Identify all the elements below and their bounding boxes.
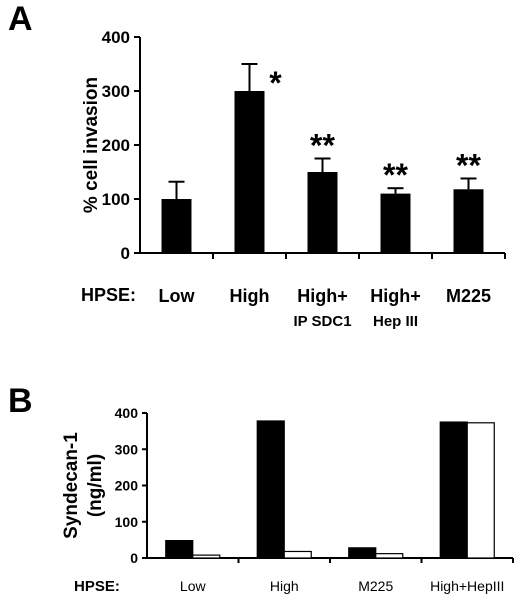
y-axis-label-line1: Syndecan-1 — [61, 432, 82, 539]
bar — [234, 91, 265, 253]
bar — [307, 172, 338, 253]
bar — [256, 420, 285, 559]
panel-a-letter: A — [8, 0, 33, 38]
bar — [453, 189, 484, 253]
bar — [165, 539, 194, 559]
y-tick-label: 0 — [121, 244, 130, 263]
y-tick-label: 100 — [102, 190, 130, 209]
category-axis-label: HPSE: — [81, 285, 136, 305]
bar — [348, 547, 377, 559]
chart-panel-b: 0 100 200 300 400 Syndecan-1 (ng/ml) Low High M22… — [61, 405, 514, 595]
bar — [375, 553, 404, 559]
category-label: High — [230, 286, 270, 306]
category-label: M225 — [446, 286, 491, 306]
bar — [283, 550, 312, 559]
y-tick-label: 400 — [115, 405, 139, 421]
category-label: High+ — [370, 286, 421, 306]
bar — [380, 193, 411, 253]
category-label: Low — [180, 578, 207, 594]
y-axis-label-line2: (ng/ml) — [85, 454, 106, 517]
y-tick-label: 400 — [102, 28, 130, 47]
significance-label: ** — [310, 128, 335, 164]
panel-b-letter: B — [8, 382, 33, 420]
category-label: High+HepIII — [430, 578, 504, 594]
category-sublabel: IP SDC1 — [293, 313, 351, 330]
bar — [466, 422, 495, 559]
category-label: M225 — [358, 578, 393, 594]
y-tick-label: 300 — [102, 82, 130, 101]
bar — [192, 554, 221, 559]
y-tick-label: 200 — [102, 136, 130, 155]
significance-label: ** — [383, 157, 408, 193]
category-label: Low — [159, 286, 196, 306]
y-tick-label: 100 — [115, 514, 139, 530]
bar — [439, 421, 468, 559]
category-sublabel: Hep III — [373, 313, 418, 330]
category-axis-label: HPSE: — [74, 578, 120, 595]
category-label: High — [270, 578, 299, 594]
y-axis-label: % cell invasion — [81, 77, 102, 213]
category-label: High+ — [297, 286, 348, 306]
y-tick-label: 0 — [130, 550, 138, 566]
significance-label: * — [269, 65, 282, 101]
y-tick-label: 200 — [115, 478, 139, 494]
bar — [161, 199, 192, 253]
y-tick-label: 300 — [115, 441, 139, 457]
chart-panel-a: 0 100 200 300 400 % cell invasion Low * High ** Hi… — [81, 28, 506, 330]
significance-label: ** — [456, 147, 481, 183]
